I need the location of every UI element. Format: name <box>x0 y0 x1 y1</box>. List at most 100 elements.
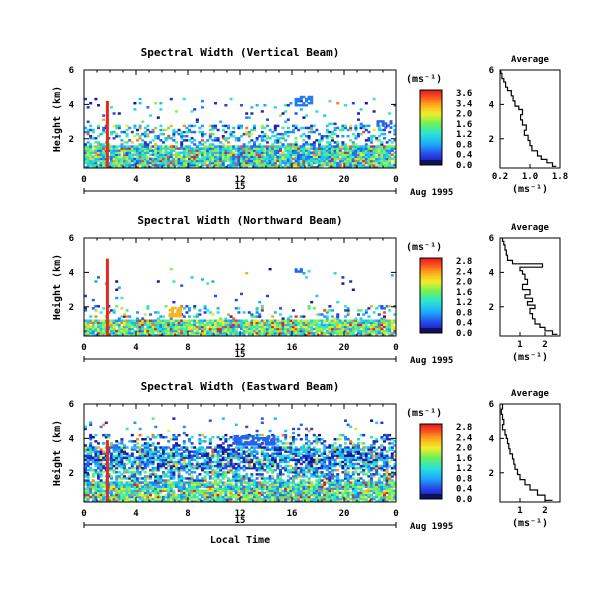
heatmap-cell <box>338 327 342 331</box>
heatmap-cell <box>154 137 158 140</box>
heatmap-cell <box>247 327 251 331</box>
heatmap-cell <box>180 143 184 146</box>
heatmap-cell <box>175 464 178 468</box>
heatmap-cell <box>180 464 184 468</box>
heatmap-cell <box>130 321 134 325</box>
heatmap-cell <box>156 329 160 333</box>
heatmap-cell <box>229 458 233 462</box>
heatmap-cell <box>86 157 90 161</box>
heatmap-cell <box>97 460 100 464</box>
heatmap-cell <box>221 450 225 453</box>
heatmap-cell <box>167 475 171 478</box>
heatmap-cell <box>305 331 308 335</box>
heatmap-cell <box>351 149 355 152</box>
heatmap-cell <box>383 317 386 320</box>
heatmap-cell <box>279 460 282 464</box>
heatmap-cell <box>258 165 262 169</box>
heatmap-cell <box>349 147 353 150</box>
heatmap-cell <box>143 313 147 316</box>
heatmap-cell <box>260 487 264 491</box>
heatmap-cell <box>323 114 327 117</box>
heatmap-cell <box>315 155 319 159</box>
heatmap-cell <box>154 161 158 165</box>
heatmap-cell <box>255 323 259 327</box>
heatmap-cell <box>146 157 150 161</box>
heatmap-cell <box>310 300 314 304</box>
heatmap-cell <box>266 487 269 491</box>
heatmap-cell <box>354 145 358 148</box>
heatmap-cell <box>232 317 236 320</box>
heatmap-cell <box>245 147 249 150</box>
heatmap-cell <box>169 321 173 325</box>
heatmap-cell <box>201 483 204 486</box>
heatmap-cell <box>250 128 254 132</box>
date-label: Aug 1995 <box>410 356 453 366</box>
heatmap-cell <box>86 456 90 460</box>
heatmap-cell <box>266 163 269 167</box>
heatmap-cell <box>169 151 173 154</box>
heatmap-cell <box>359 317 363 320</box>
heatmap-cell <box>159 446 163 449</box>
heatmap-cell <box>260 139 264 142</box>
heatmap-cell <box>393 319 397 322</box>
colorbar-segment <box>420 116 442 119</box>
heatmap-cell <box>188 139 191 142</box>
heatmap-cell <box>176 315 180 318</box>
heatmap-cell <box>388 145 392 148</box>
heatmap-cell <box>151 165 155 169</box>
heatmap-cell <box>385 159 389 163</box>
heatmap-cell <box>198 481 202 484</box>
heatmap-cell <box>344 315 347 318</box>
heatmap-cell <box>117 481 121 484</box>
heatmap-cell <box>315 147 319 150</box>
heatmap-cell <box>297 99 301 103</box>
heatmap-cell <box>177 128 181 132</box>
heatmap-cell <box>229 155 233 159</box>
heatmap-cell <box>156 323 160 327</box>
heatmap-cell <box>276 159 280 163</box>
heatmap-cell <box>216 475 220 478</box>
heatmap-cell <box>110 495 113 499</box>
heatmap-cell <box>286 327 290 331</box>
heatmap-cell <box>357 163 360 167</box>
heatmap-cell <box>229 147 233 150</box>
heatmap-cell <box>172 325 176 329</box>
heatmap-cell <box>385 163 389 167</box>
heatmap-cell <box>169 153 173 157</box>
heatmap-cell <box>201 329 204 333</box>
heatmap-cell <box>266 446 269 449</box>
heatmap-cell <box>159 466 163 470</box>
heatmap-cell <box>159 475 163 478</box>
heatmap-cell <box>229 460 233 464</box>
heatmap-cell <box>349 153 353 157</box>
heatmap-cell <box>172 483 176 486</box>
heatmap-cell <box>271 462 275 466</box>
heatmap-cell <box>237 456 241 460</box>
heatmap-cell <box>276 485 280 488</box>
heatmap-cell <box>211 454 215 458</box>
heatmap-cell <box>263 499 267 503</box>
heatmap-cell <box>346 128 350 132</box>
heatmap-cell <box>328 153 332 157</box>
heatmap-cell <box>341 331 345 335</box>
heatmap-cell <box>234 481 238 484</box>
heatmap-cell <box>154 329 158 333</box>
heatmap-cell <box>182 159 186 163</box>
heatmap-cell <box>128 475 132 478</box>
heatmap-cell <box>266 319 269 322</box>
heatmap-cell <box>305 134 308 138</box>
heatmap-cell <box>221 499 225 503</box>
heatmap-cell <box>94 327 98 331</box>
heatmap-cell <box>255 493 259 497</box>
heatmap-cell <box>367 319 371 322</box>
heatmap-cell <box>84 464 87 468</box>
heatmap-cell <box>130 145 134 148</box>
heatmap-cell <box>149 493 152 497</box>
heatmap-cell <box>84 126 87 130</box>
heatmap-cell <box>258 149 262 152</box>
heatmap-cell <box>141 452 145 455</box>
heatmap-cell <box>182 165 186 169</box>
heatmap-cell <box>310 128 314 132</box>
heatmap-cell <box>146 149 150 152</box>
chart-title: Spectral Width (Northward Beam) <box>137 214 342 227</box>
